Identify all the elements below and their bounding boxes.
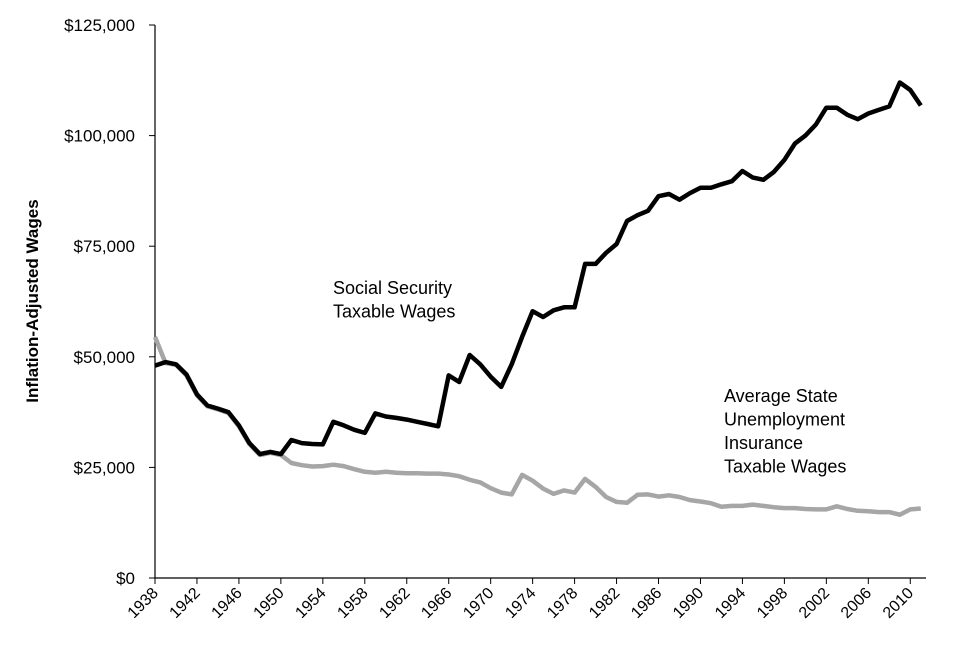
- x-tick-label: 1966: [418, 585, 455, 622]
- annotation: Taxable Wages: [333, 302, 455, 322]
- x-tick-label: 1982: [586, 585, 623, 622]
- x-tick-label: 2006: [838, 585, 875, 622]
- x-tick-label: 1958: [334, 585, 371, 622]
- x-tick-label: 1954: [292, 585, 329, 622]
- x-tick-label: 2002: [796, 585, 833, 622]
- annotation: Average State: [724, 386, 838, 406]
- x-tick-label: 1962: [376, 585, 413, 622]
- x-tick-label: 1942: [167, 585, 204, 622]
- y-tick-label: $100,000: [64, 127, 135, 146]
- annotation: Insurance: [724, 433, 803, 453]
- x-tick-label: 1970: [460, 585, 497, 622]
- series-line: [152, 336, 921, 517]
- x-tick-label: 1994: [712, 585, 749, 622]
- x-tick-label: 1978: [544, 585, 581, 622]
- series-line: [154, 80, 923, 457]
- annotation: Unemployment: [724, 410, 845, 430]
- y-tick-label: $25,000: [74, 458, 135, 477]
- y-tick-label: $50,000: [74, 348, 135, 367]
- x-tick-label: 1946: [209, 585, 246, 622]
- x-tick-label: 2010: [880, 585, 917, 622]
- y-tick-label: $125,000: [64, 16, 135, 35]
- x-tick-label: 1950: [251, 585, 288, 622]
- x-tick-label: 1938: [125, 585, 162, 622]
- x-tick-label: 1998: [754, 585, 791, 622]
- x-tick-label: 1990: [670, 585, 707, 622]
- annotation: Taxable Wages: [724, 457, 846, 477]
- y-tick-label: $0: [116, 569, 135, 588]
- x-tick-label: 1974: [502, 585, 539, 622]
- y-tick-label: $75,000: [74, 237, 135, 256]
- x-tick-label: 1986: [628, 585, 665, 622]
- annotation: Social Security: [333, 278, 452, 298]
- y-axis-label: Inflation-Adjusted Wages: [23, 199, 42, 402]
